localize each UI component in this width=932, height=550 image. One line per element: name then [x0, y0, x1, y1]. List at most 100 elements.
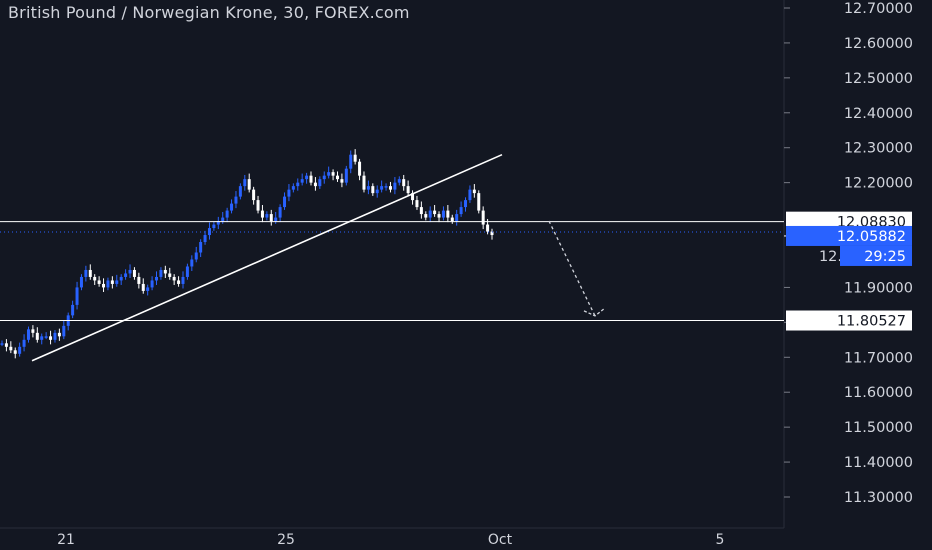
candle	[393, 177, 397, 195]
candle	[252, 186, 256, 205]
candle	[256, 195, 260, 214]
candle	[349, 150, 353, 174]
candle	[9, 341, 13, 354]
candle	[455, 209, 459, 226]
candle	[296, 178, 300, 191]
candle	[419, 201, 423, 219]
time-axis[interactable]: 21 25 Oct 5	[57, 532, 724, 548]
candle	[388, 181, 392, 193]
candle	[335, 171, 339, 182]
trendline[interactable]	[31, 153, 503, 362]
candle	[313, 177, 317, 191]
candle	[88, 264, 92, 280]
time-tick-label: 21	[57, 532, 75, 548]
candle	[477, 190, 481, 214]
candle	[243, 174, 247, 191]
price-tick-label: 11.60000	[844, 385, 913, 401]
time-tick-label: Oct	[488, 532, 513, 548]
candle	[190, 255, 194, 272]
candle	[79, 274, 83, 291]
candle	[31, 325, 35, 338]
candle	[163, 265, 167, 278]
candle	[309, 171, 313, 186]
price-tick-label: 11.70000	[844, 350, 913, 366]
candle	[441, 206, 445, 221]
candle	[406, 180, 410, 196]
candle	[4, 339, 8, 352]
candle	[71, 300, 75, 319]
candle	[424, 211, 428, 221]
candle	[57, 328, 61, 341]
candle	[234, 191, 238, 209]
candle	[402, 174, 406, 191]
candle	[300, 173, 304, 186]
candle	[287, 184, 291, 202]
candle	[468, 185, 472, 203]
support-price-label: 11.80527	[784, 310, 912, 331]
svg-text:29:25: 29:25	[864, 249, 906, 265]
candle	[22, 334, 26, 352]
candle	[481, 206, 485, 230]
candle	[115, 274, 119, 287]
candle	[437, 211, 441, 223]
candle	[97, 276, 101, 287]
candle	[362, 171, 366, 193]
candle	[181, 271, 185, 289]
candle	[265, 211, 269, 221]
svg-text:12.: 12.	[819, 249, 842, 265]
candle	[327, 166, 331, 179]
price-tick-label: 12.30000	[844, 141, 913, 157]
candle	[230, 199, 234, 214]
candle	[168, 267, 172, 280]
drawings[interactable]	[0, 153, 784, 362]
countdown-label: 12. 29:25	[819, 245, 912, 266]
candle	[291, 183, 295, 193]
candle	[450, 214, 454, 224]
current-price-label: 12.05882	[784, 225, 912, 246]
candle	[322, 171, 326, 184]
candle	[278, 204, 282, 223]
candle	[132, 267, 136, 280]
candle	[62, 320, 66, 340]
candle	[203, 230, 207, 245]
candles	[0, 149, 494, 359]
candle	[137, 272, 141, 289]
time-tick-label: 5	[716, 532, 725, 548]
candle	[384, 183, 388, 191]
candle	[318, 176, 322, 189]
svg-text:11.80527: 11.80527	[837, 314, 906, 330]
candle	[380, 180, 384, 193]
candle	[371, 183, 375, 196]
candle	[128, 264, 132, 278]
price-tick-label: 12.40000	[844, 106, 913, 122]
candle	[225, 207, 229, 223]
candle	[269, 209, 273, 226]
candle	[185, 263, 189, 280]
candle	[119, 274, 123, 285]
candle	[110, 276, 114, 289]
candle	[53, 330, 57, 343]
candle	[150, 276, 154, 291]
candle	[26, 326, 30, 343]
candle	[13, 347, 17, 359]
candle	[216, 216, 220, 230]
candle	[472, 184, 476, 198]
svg-text:12.05882: 12.05882	[837, 229, 906, 245]
time-tick-label: 25	[277, 532, 295, 548]
candle	[446, 204, 450, 223]
candle	[207, 222, 211, 240]
candle	[155, 271, 159, 285]
price-tick-label: 12.70000	[844, 1, 913, 17]
candle	[141, 278, 145, 294]
candle	[84, 265, 88, 282]
candle	[375, 185, 379, 198]
candle	[260, 204, 264, 223]
candle	[199, 239, 203, 258]
candle	[358, 158, 362, 181]
candle	[464, 197, 468, 212]
candle	[490, 228, 494, 240]
candle	[194, 246, 198, 263]
